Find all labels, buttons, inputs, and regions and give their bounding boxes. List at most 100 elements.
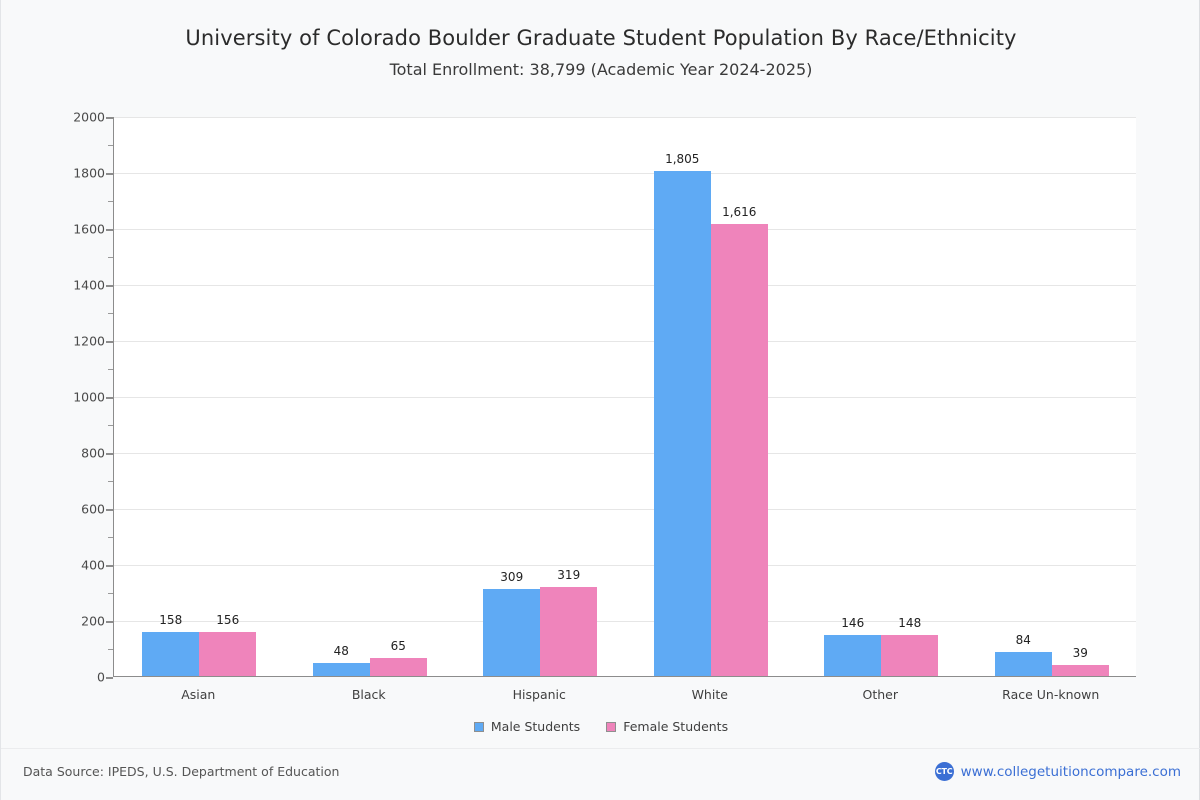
brand-url-label: www.collegetuitioncompare.com — [960, 763, 1181, 780]
y-tick-major — [106, 621, 113, 623]
y-tick-minor — [108, 537, 113, 538]
legend-label: Male Students — [490, 719, 581, 734]
y-tick-minor — [108, 425, 113, 426]
gridline — [114, 173, 1136, 174]
bar-value-label: 39 — [1072, 646, 1088, 661]
bar-column: 39 — [1051, 117, 1109, 676]
y-tick-label: 1200 — [73, 333, 105, 349]
y-tick-minor — [108, 369, 113, 370]
plot-area: 158 156 48 65 309 319 1,805 1,616 146 148 84 39 — [113, 117, 1136, 677]
gridline — [114, 285, 1136, 286]
bar-column: 48 — [312, 117, 370, 676]
x-tick-label: Race Un-known — [1002, 687, 1100, 702]
bar-column: 309 — [483, 117, 541, 676]
gridline — [114, 397, 1136, 398]
bar[interactable] — [483, 589, 541, 676]
bar[interactable] — [142, 631, 200, 676]
bar-group: 309 319 — [483, 117, 598, 676]
legend-item[interactable]: Male Students — [473, 719, 581, 734]
y-tick-minor — [108, 257, 113, 258]
ctc-logo-icon: CTC — [934, 762, 954, 781]
y-tick-label: 0 — [97, 669, 105, 685]
y-tick-minor — [108, 649, 113, 650]
y-tick-minor — [108, 201, 113, 202]
y-tick-label: 2000 — [73, 109, 105, 125]
y-tick-label: 200 — [81, 613, 105, 629]
bar-value-label: 1,616 — [722, 204, 757, 219]
bar-column: 65 — [369, 117, 427, 676]
footer-divider — [1, 748, 1200, 749]
gridline — [114, 621, 1136, 622]
y-tick-major — [106, 397, 113, 399]
bar[interactable] — [653, 170, 711, 676]
bar-column: 319 — [540, 117, 598, 676]
bar-value-label: 84 — [1015, 633, 1031, 648]
y-tick-major — [106, 229, 113, 231]
legend-swatch — [606, 721, 617, 732]
bar-value-label: 309 — [500, 570, 524, 585]
gridline — [114, 453, 1136, 454]
y-tick-label: 1400 — [73, 277, 105, 293]
y-tick-label: 600 — [81, 501, 105, 517]
y-tick-minor — [108, 593, 113, 594]
bar-group: 84 39 — [994, 117, 1109, 676]
x-tick-label: Hispanic — [512, 687, 566, 702]
legend-item[interactable]: Female Students — [606, 719, 728, 734]
bar-group: 158 156 — [142, 117, 257, 676]
y-tick-major — [106, 677, 113, 679]
bar[interactable] — [994, 652, 1052, 676]
bar-column: 84 — [994, 117, 1052, 676]
bar-value-label: 48 — [333, 643, 349, 658]
gridline — [114, 509, 1136, 510]
x-tick-label: Other — [862, 687, 899, 702]
bar-column: 148 — [881, 117, 939, 676]
x-tick-label: White — [691, 687, 728, 702]
bar-value-label: 1,805 — [665, 151, 700, 166]
gridline — [114, 565, 1136, 566]
y-tick-label: 1600 — [73, 221, 105, 237]
y-tick-label: 800 — [81, 445, 105, 461]
gridline — [114, 229, 1136, 230]
bar-value-label: 65 — [390, 638, 406, 653]
bar[interactable] — [1051, 665, 1109, 676]
y-tick-minor — [108, 481, 113, 482]
y-tick-label: 1800 — [73, 165, 105, 181]
x-tick-label: Black — [351, 687, 386, 702]
bar-column: 156 — [199, 117, 257, 676]
bar-group: 1,805 1,616 — [653, 117, 768, 676]
gridline — [114, 117, 1136, 118]
bar-group: 48 65 — [312, 117, 427, 676]
legend-swatch — [473, 721, 484, 732]
bar-value-label: 148 — [898, 615, 922, 630]
y-tick-major — [106, 509, 113, 511]
bar-value-label: 156 — [216, 613, 240, 628]
chart-title: University of Colorado Boulder Graduate … — [185, 26, 1017, 50]
bar-column: 1,616 — [710, 117, 768, 676]
data-source-label: Data Source: IPEDS, U.S. Department of E… — [23, 764, 340, 779]
bar-column: 1,805 — [653, 117, 711, 676]
bar[interactable] — [881, 634, 939, 676]
bar[interactable] — [710, 223, 768, 676]
bar-group: 146 148 — [824, 117, 939, 676]
gridline — [114, 341, 1136, 342]
bar[interactable] — [824, 635, 882, 676]
bar[interactable] — [199, 632, 257, 676]
chart-subtitle: Total Enrollment: 38,799 (Academic Year … — [389, 60, 813, 79]
bar[interactable] — [312, 662, 370, 676]
y-tick-label: 400 — [81, 557, 105, 573]
y-tick-minor — [108, 313, 113, 314]
y-tick-label: 1000 — [73, 389, 105, 405]
y-tick-major — [106, 341, 113, 343]
bar-value-label: 319 — [557, 567, 581, 582]
bar-value-label: 146 — [841, 616, 865, 631]
bar[interactable] — [369, 657, 427, 676]
chart-legend: Male Students Female Students — [1, 719, 1200, 734]
bar-value-label: 158 — [159, 612, 183, 627]
bar-column: 158 — [142, 117, 200, 676]
y-tick-major — [106, 117, 113, 119]
legend-label: Female Students — [623, 719, 729, 734]
y-tick-major — [106, 565, 113, 567]
brand-link[interactable]: CTC www.collegetuitioncompare.com — [934, 762, 1181, 781]
bar[interactable] — [540, 586, 598, 676]
